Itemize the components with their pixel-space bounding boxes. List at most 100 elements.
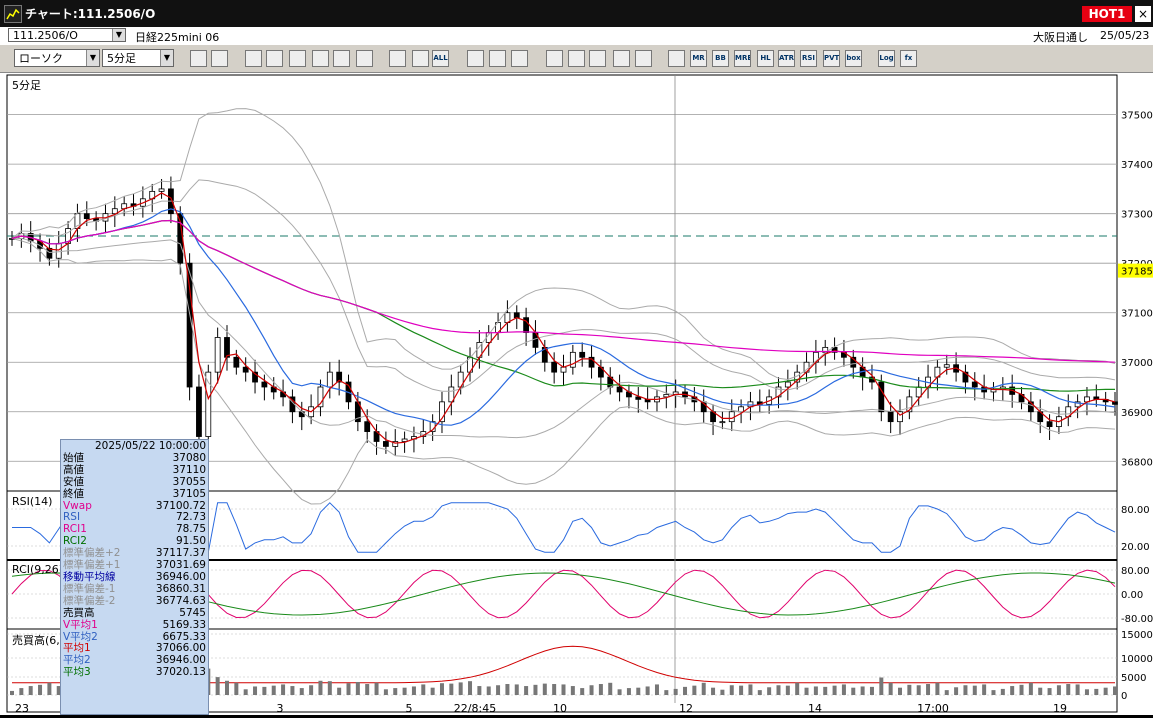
toolbar-mre-button[interactable]: MRE — [734, 50, 751, 67]
close-icon[interactable]: × — [1135, 6, 1151, 22]
volume-bar — [944, 690, 949, 695]
info-row: 売買高 5745 — [63, 606, 206, 620]
toolbar-settings-button[interactable] — [467, 50, 484, 67]
toolbar-rsi-button[interactable]: RSI — [800, 50, 817, 67]
toolbar-candle-left-button[interactable] — [389, 50, 406, 67]
candle-body — [962, 371, 969, 383]
chevron-down-icon[interactable]: ▼ — [160, 50, 173, 66]
volume-bar — [916, 685, 921, 695]
toolbar-fx-button[interactable]: fx — [900, 50, 917, 67]
candle-body — [326, 371, 333, 388]
toolbar-scissors-button[interactable] — [613, 50, 630, 67]
volume-bar — [28, 686, 33, 695]
x-axis-label: 5 — [406, 702, 413, 715]
info-row-label: 始値 — [63, 451, 84, 464]
symbol-code-select[interactable]: 111.2506/O ▼ — [8, 28, 126, 42]
interval-select[interactable]: 5分足 ▼ — [102, 49, 174, 67]
info-row-value: 78.75 — [175, 523, 206, 536]
volume-bar — [47, 682, 52, 695]
toolbar-zoom-button[interactable] — [190, 50, 207, 67]
toolbar-back-button[interactable] — [312, 50, 329, 67]
candle-body — [364, 421, 371, 432]
info-row: 平均3 37020.13 — [63, 666, 206, 679]
info-row-value: 37020.13 — [155, 666, 206, 679]
toolbar-export-button[interactable] — [546, 50, 563, 67]
toolbar-log-button[interactable]: Log — [878, 50, 895, 67]
info-row-value: 37066.00 — [155, 642, 206, 655]
toolbar-trash-button[interactable] — [356, 50, 373, 67]
toolbar-box-button[interactable]: box — [845, 50, 862, 67]
volume-bar — [823, 686, 828, 695]
toolbar-pvt-button[interactable]: PVT — [823, 50, 840, 67]
volume-bar — [580, 688, 585, 695]
toolbar-gmma-button[interactable] — [668, 50, 685, 67]
info-row-value: 5745 — [179, 606, 206, 619]
volume-bar — [383, 689, 388, 695]
info-row-value: 91.50 — [175, 535, 206, 548]
chevron-down-icon[interactable]: ▼ — [86, 50, 99, 66]
info-row-value: 37055 — [172, 475, 206, 488]
candle-body — [55, 242, 62, 259]
toolbar-mr-button[interactable]: MR — [690, 50, 707, 67]
toolbar-memo-button[interactable] — [333, 50, 350, 67]
rsi-tick-label: 80.00 — [1121, 505, 1150, 516]
info-row-label: 標準偏差+2 — [63, 547, 121, 560]
candle-body — [233, 356, 240, 368]
volume-bar — [982, 684, 987, 695]
volume-bar — [926, 684, 931, 695]
candle-body — [588, 356, 595, 368]
chart-type-select[interactable]: ローソク ▼ — [14, 49, 100, 67]
volume-bar — [505, 684, 510, 695]
candle-body — [158, 188, 165, 192]
info-row-value: 36774.63 — [155, 594, 206, 607]
bollinger-upper-2 — [11, 108, 1116, 381]
volume-bar — [271, 685, 276, 695]
candle-body — [382, 441, 389, 447]
info-row-value: 6675.33 — [162, 630, 206, 643]
candle-body — [336, 371, 343, 383]
volume-bar — [486, 686, 491, 695]
toolbar-print-button[interactable] — [635, 50, 652, 67]
candle-body — [663, 394, 670, 398]
toolbar-chart1-button[interactable] — [589, 50, 606, 67]
toolbar-all-button[interactable]: ALL — [432, 50, 449, 67]
hot-button[interactable]: HOT1 — [1082, 6, 1132, 22]
toolbar-wrench-button[interactable] — [489, 50, 506, 67]
volume-tick-label: 10000 — [1121, 654, 1153, 665]
main-pane-label: 5分足 — [12, 79, 41, 92]
toolbar-window-button[interactable] — [211, 50, 228, 67]
volume-bar — [804, 687, 809, 695]
volume-bar — [524, 686, 529, 695]
chevron-down-icon[interactable]: ▼ — [112, 29, 125, 41]
volume-bar — [832, 685, 837, 695]
candle-body — [569, 351, 576, 368]
candle-body — [943, 364, 950, 368]
candle-body — [214, 337, 221, 373]
toolbar-atr-button[interactable]: ATR — [778, 50, 795, 67]
volume-bar — [402, 687, 407, 695]
price-tick-label: 37000 — [1121, 358, 1153, 369]
toolbar-bb-button[interactable]: BB — [712, 50, 729, 67]
info-row-label: RCI2 — [63, 535, 87, 548]
volume-bar — [10, 690, 14, 695]
info-row: 標準偏差-2 36774.63 — [63, 594, 206, 608]
candle-body — [1112, 401, 1118, 405]
toolbar-pointer-button[interactable] — [289, 50, 306, 67]
toolbar-palette-button[interactable] — [511, 50, 528, 67]
toolbar-candle-right-button[interactable] — [412, 50, 429, 67]
candle-body — [878, 381, 885, 413]
info-row-label: 平均3 — [63, 666, 91, 679]
info-row-value: 36860.31 — [155, 582, 206, 595]
toolbar-search-button[interactable] — [568, 50, 585, 67]
volume-bar — [869, 686, 874, 695]
toolbar-pencil-button[interactable] — [245, 50, 262, 67]
candle-body — [551, 361, 558, 373]
info-row: 標準偏差+2 37117.37 — [63, 547, 206, 560]
toolbar-hl-button[interactable]: HL — [757, 50, 774, 67]
chart-area[interactable]: 3750037400373003720037100370003690036800… — [0, 73, 1153, 715]
toolbar-line-button[interactable] — [266, 50, 283, 67]
info-row-label: 標準偏差-2 — [63, 594, 116, 607]
info-row-value: 5169.33 — [162, 618, 206, 631]
candle-body — [252, 371, 258, 383]
x-axis-label: 3 — [277, 702, 284, 715]
